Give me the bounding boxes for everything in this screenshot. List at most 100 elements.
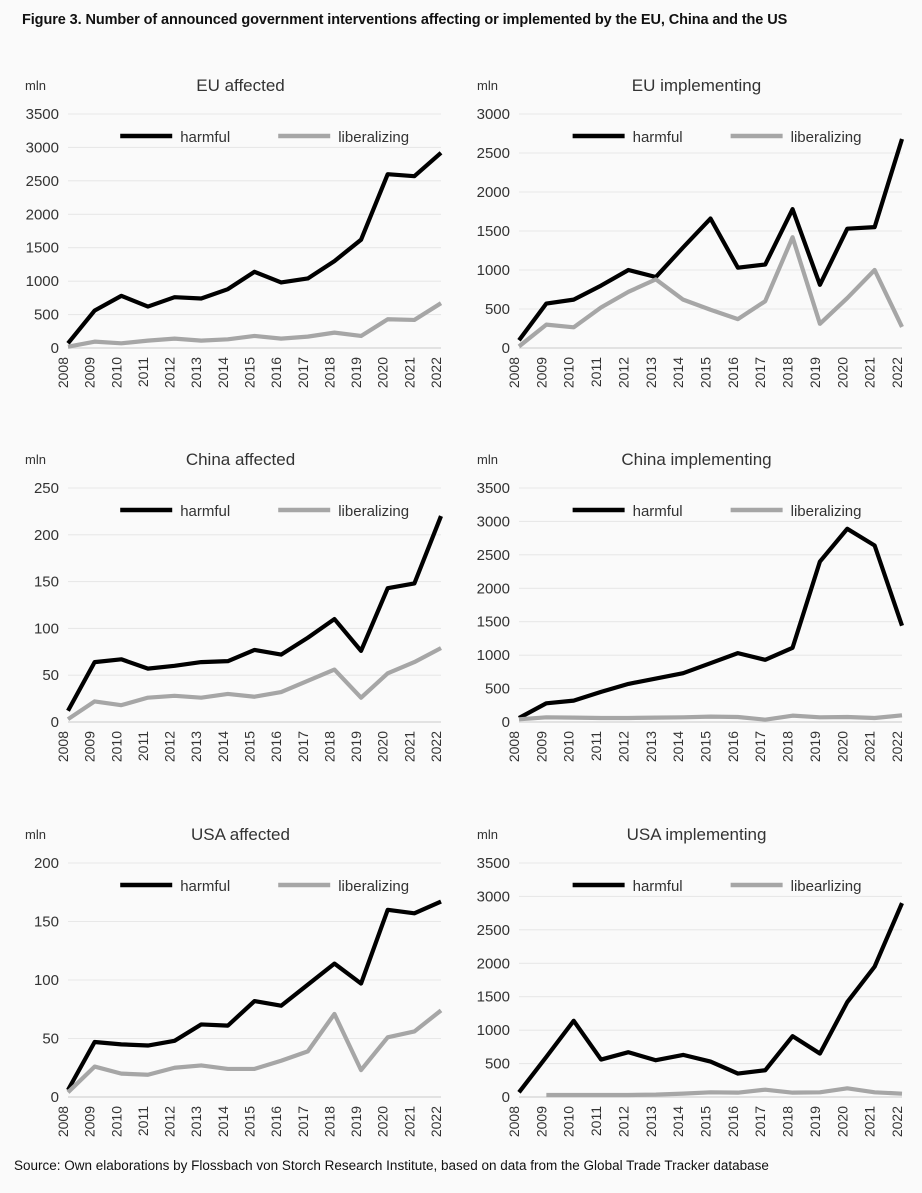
legend-label-libearlizing: libearlizing xyxy=(791,878,862,895)
x-tick-label: 2010 xyxy=(561,357,577,388)
y-tick-label: 1500 xyxy=(26,240,59,257)
legend-label-liberalizing: liberalizing xyxy=(791,129,862,146)
x-tick-label: 2020 xyxy=(834,731,850,762)
y-tick-label: 1500 xyxy=(477,989,510,1006)
y-axis-unit-china-affected: mln xyxy=(25,452,46,467)
x-tick-label: 2015 xyxy=(242,1106,258,1137)
x-tick-label: 2012 xyxy=(162,1106,178,1137)
x-tick-label: 2017 xyxy=(295,1106,311,1137)
y-tick-label: 100 xyxy=(34,620,59,637)
y-gridlines-china-affected: 0 50 100 150 200 250 xyxy=(34,480,441,731)
figure-title: Figure 3. Number of announced government… xyxy=(22,12,788,28)
y-tick-label: 2000 xyxy=(477,580,510,597)
y-tick-label: 0 xyxy=(502,1089,510,1106)
x-tick-label: 2021 xyxy=(862,1106,878,1137)
x-tick-label: 2013 xyxy=(643,1106,659,1137)
series-line-libearlizing xyxy=(546,1086,903,1098)
y-tick-label: 0 xyxy=(51,1089,59,1106)
x-tick-label: 2017 xyxy=(752,1106,768,1137)
x-tick-label: 2011 xyxy=(588,357,604,387)
legend-label-harmful: harmful xyxy=(633,129,683,146)
x-tick-label: 2016 xyxy=(268,1106,284,1137)
x-tick-labels-usa-affected: 2008 2009 2010 2011 2012 2013 2014 2015 2016 2017… xyxy=(55,1106,444,1137)
x-tick-label: 2010 xyxy=(108,731,124,762)
x-tick-label: 2008 xyxy=(506,357,522,388)
y-tick-label: 500 xyxy=(34,307,59,324)
y-tick-label: 3500 xyxy=(477,855,510,872)
plot-area-china-implementing: 0 500 1000 1500 2000 2500 3000 3500 2008 2009 2010… xyxy=(477,480,905,762)
x-tick-label: 2015 xyxy=(242,731,258,762)
x-tick-label: 2022 xyxy=(428,357,444,388)
x-tick-label: 2018 xyxy=(321,357,337,388)
plot-area-usa-affected: 0 50 100 150 200 2008 2009 2010 2011 2012 2013 2014… xyxy=(34,855,444,1137)
y-gridlines-eu-affected: 0 500 1000 1500 2000 2500 3000 3500 xyxy=(26,106,441,357)
chart-panel-eu-affected: EU affected mln 0 500 1000 1500 2000 2500 3000 35… xyxy=(0,58,461,433)
y-tick-label: 2500 xyxy=(26,173,59,190)
series-line-harmful xyxy=(517,138,905,342)
y-tick-label: 150 xyxy=(34,914,59,931)
x-tick-label: 2021 xyxy=(401,1106,417,1137)
y-tick-label: 1000 xyxy=(477,262,510,279)
x-tick-label: 2017 xyxy=(752,731,768,762)
x-tick-label: 2013 xyxy=(188,731,204,762)
x-tick-label: 2016 xyxy=(725,1106,741,1137)
x-tick-label: 2014 xyxy=(670,1106,686,1137)
y-tick-label: 1500 xyxy=(477,614,510,631)
y-tick-label: 2500 xyxy=(477,547,510,564)
x-tick-label: 2015 xyxy=(242,357,258,388)
y-gridlines-china-implementing: 0 500 1000 1500 2000 2500 3000 3500 xyxy=(477,480,902,731)
x-tick-label: 2009 xyxy=(533,357,549,388)
y-tick-label: 2000 xyxy=(477,184,510,201)
y-axis-unit-eu-implementing: mln xyxy=(477,78,498,93)
y-axis-unit-eu-affected: mln xyxy=(25,78,46,93)
x-tick-label: 2008 xyxy=(506,1106,522,1137)
x-tick-label: 2015 xyxy=(698,731,714,762)
x-tick-label: 2019 xyxy=(807,1106,823,1137)
x-tick-label: 2010 xyxy=(108,357,124,388)
x-tick-label: 2011 xyxy=(588,1106,604,1136)
x-tick-label: 2014 xyxy=(670,731,686,762)
source-note: Source: Own elaborations by Flossbach vo… xyxy=(14,1158,769,1173)
x-tick-label: 2011 xyxy=(135,731,151,761)
chart-panel-usa-implementing: USA implementing mln 0 500 1000 1500 2000 2500 3… xyxy=(461,807,922,1182)
series-line-harmful xyxy=(66,151,443,345)
series-line-liberalizing xyxy=(67,301,443,349)
legend-label-liberalizing: liberalizing xyxy=(791,503,862,520)
x-tick-label: 2012 xyxy=(162,357,178,388)
chart-panel-eu-implementing: EU implementing mln 0 500 1000 1500 2000 2500 30… xyxy=(461,58,922,433)
x-tick-label: 2010 xyxy=(561,1106,577,1137)
x-tick-label: 2014 xyxy=(215,731,231,762)
y-tick-label: 500 xyxy=(485,681,510,698)
legend-label-liberalizing: liberalizing xyxy=(338,129,409,146)
y-tick-label: 3000 xyxy=(477,888,510,905)
y-tick-label: 1000 xyxy=(477,647,510,664)
legend-usa-implementing: harmful libearlizing xyxy=(572,878,862,895)
y-tick-label: 250 xyxy=(34,480,59,497)
x-tick-label: 2011 xyxy=(135,1106,151,1136)
legend-label-harmful: harmful xyxy=(633,503,683,520)
series-line-liberalizing xyxy=(518,713,903,722)
x-tick-label: 2008 xyxy=(55,357,71,388)
x-tick-label: 2010 xyxy=(108,1106,124,1137)
y-tick-label: 500 xyxy=(485,301,510,318)
y-tick-label: 2500 xyxy=(477,922,510,939)
x-tick-label: 2011 xyxy=(588,731,604,761)
y-tick-label: 2000 xyxy=(477,955,510,972)
y-axis-unit-usa-implementing: mln xyxy=(477,827,498,842)
legend-label-harmful: harmful xyxy=(180,129,230,146)
y-gridlines-usa-affected: 0 50 100 150 200 xyxy=(34,855,441,1106)
y-gridlines-usa-implementing: 0 500 1000 1500 2000 2500 3000 3500 xyxy=(477,855,902,1106)
x-tick-label: 2021 xyxy=(401,357,417,388)
legend-eu-affected: harmful liberalizing xyxy=(120,129,409,146)
x-tick-label: 2020 xyxy=(375,357,391,388)
series-line-liberalizing xyxy=(66,646,442,721)
x-tick-label: 2013 xyxy=(188,1106,204,1137)
x-tick-label: 2008 xyxy=(55,1106,71,1137)
x-tick-label: 2009 xyxy=(533,1106,549,1137)
y-tick-label: 3000 xyxy=(477,513,510,530)
x-tick-label: 2012 xyxy=(162,731,178,762)
legend-label-liberalizing: liberalizing xyxy=(338,878,409,895)
x-tick-label: 2018 xyxy=(321,731,337,762)
x-tick-label: 2019 xyxy=(348,357,364,388)
